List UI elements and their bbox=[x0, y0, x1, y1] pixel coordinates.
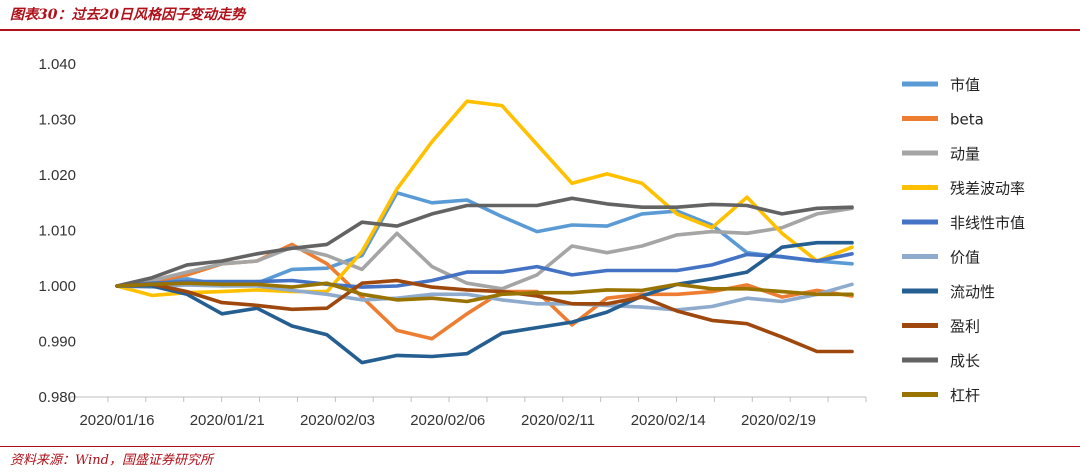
title-divider bbox=[0, 29, 1080, 31]
legend-label: 市值 bbox=[950, 76, 980, 94]
source-note: 资料来源：Wind，国盛证券研究所 bbox=[10, 453, 213, 468]
x-tick-label: 2020/02/11 bbox=[521, 412, 595, 429]
legend-label: 流动性 bbox=[950, 283, 995, 301]
series-line bbox=[115, 196, 854, 288]
legend-label: 成长 bbox=[950, 352, 980, 370]
x-tick-label: 2020/02/19 bbox=[741, 412, 816, 429]
series-line bbox=[115, 278, 854, 354]
y-tick-label: 1.000 bbox=[38, 278, 76, 295]
legend-label: 非线性市值 bbox=[950, 214, 1025, 232]
series-line bbox=[115, 206, 854, 291]
figure-title: 图表30：过去20日风格因子变动走势 bbox=[10, 7, 245, 23]
series-line bbox=[115, 281, 854, 304]
legend-label: 杠杆 bbox=[950, 387, 980, 405]
series-line bbox=[115, 240, 854, 365]
series-lines bbox=[115, 99, 854, 365]
x-tick-label: 2020/02/14 bbox=[631, 412, 706, 429]
y-tick-label: 0.980 bbox=[38, 389, 76, 406]
legend-label: beta bbox=[950, 111, 984, 129]
legend-label: 价值 bbox=[950, 249, 980, 267]
legend-label: 盈利 bbox=[950, 318, 980, 336]
y-tick-label: 1.030 bbox=[38, 112, 76, 129]
x-tick-label: 2020/02/03 bbox=[300, 412, 375, 429]
y-tick-label: 0.990 bbox=[38, 334, 76, 351]
source-divider bbox=[0, 446, 1080, 447]
y-tick-label: 1.020 bbox=[38, 167, 76, 184]
axes: 0.980 0.990 1.000 1.010 1.020 1.030 1.040 2020/… bbox=[38, 56, 867, 429]
y-tick-label: 1.010 bbox=[38, 223, 76, 240]
x-tick-label: 2020/01/21 bbox=[190, 412, 265, 429]
series-line bbox=[115, 252, 854, 289]
legend-label: 残差波动率 bbox=[950, 180, 1025, 198]
x-tick-label: 2020/02/06 bbox=[410, 412, 485, 429]
x-tick-label: 2020/01/16 bbox=[79, 412, 154, 429]
legend-label: 动量 bbox=[950, 145, 980, 163]
series-line bbox=[115, 99, 854, 298]
y-tick-label: 1.040 bbox=[38, 56, 76, 73]
